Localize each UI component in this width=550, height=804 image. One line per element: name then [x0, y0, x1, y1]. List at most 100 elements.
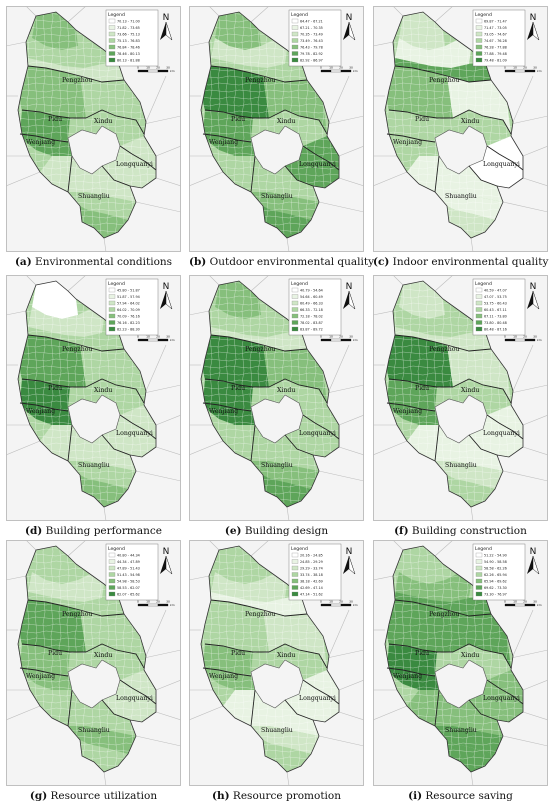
zone-south-3	[447, 740, 495, 772]
legend-swatch	[291, 585, 299, 590]
panel-caption-h: (h) Resource promotion	[189, 790, 364, 802]
legend-range: 40.79 - 54.64	[300, 288, 323, 292]
scale-label: 0	[320, 600, 322, 604]
zone-north-2	[28, 38, 104, 68]
place-label-pidu: Pidu	[231, 385, 245, 392]
legend-swatch	[108, 44, 116, 50]
scale-label: 20	[523, 66, 527, 70]
legend-range: 78.46 - 80.13	[117, 52, 140, 56]
legend-range: 33.74 - 38.18	[300, 573, 323, 577]
north-label: N	[346, 13, 353, 23]
legend-swatch	[475, 287, 483, 293]
scale-label: 0	[504, 600, 506, 604]
legend-title: Legend	[475, 281, 492, 287]
map-panel-h: Pengzhou Pidu Xindu Wenjiang Longquanyi Shuan…	[189, 540, 364, 802]
caption-text: Outdoor environmental quality	[206, 256, 375, 268]
zone-west-2	[387, 644, 439, 690]
legend-range: 72.18 - 78.02	[300, 314, 323, 318]
legend-range: 80.13 - 81.88	[117, 58, 140, 62]
place-label-longquanyi: Longquanyi	[483, 161, 520, 168]
legend-swatch	[475, 294, 483, 299]
panel-caption-d: (d) Building performance	[6, 525, 181, 537]
zone-south-2	[251, 726, 319, 754]
place-label-pidu: Pidu	[231, 650, 245, 657]
legend-swatch	[108, 31, 116, 37]
legend-range: 20.16 - 24.85	[300, 553, 323, 557]
legend-swatch	[291, 57, 299, 63]
scale-unit: km	[170, 603, 175, 607]
panel-caption-f: (f) Building construction	[373, 525, 548, 537]
legend-swatch	[291, 565, 299, 571]
north-label: N	[530, 547, 537, 557]
legend-range: 69.62 - 73.30	[484, 586, 507, 590]
legend-swatch	[108, 300, 116, 306]
zone-north-2	[28, 307, 104, 337]
legend-swatch	[291, 326, 299, 332]
legend-range: 76.43 - 79.78	[300, 45, 323, 49]
scale-label: 0	[137, 335, 139, 339]
place-label-wenjiang: Wenjiang	[26, 139, 55, 146]
legend-range: 71.82 - 73.65	[117, 26, 140, 30]
place-label-pengzhou: Pengzhou	[62, 77, 92, 84]
legend-range: 73.05 - 74.67	[484, 32, 507, 36]
scale-label: 30	[349, 335, 353, 339]
place-label-longquanyi: Longquanyi	[116, 161, 153, 168]
legend-swatch	[291, 320, 299, 325]
choropleth-map-h: Pengzhou Pidu Xindu Wenjiang Longquanyi Shuan…	[189, 540, 364, 786]
place-label-xindu: Xindu	[461, 387, 479, 394]
panel-caption-e: (e) Building design	[189, 525, 364, 537]
zone-north-1	[32, 281, 78, 319]
zone-south-3	[447, 475, 495, 507]
place-label-longquanyi: Longquanyi	[116, 430, 153, 437]
scale-unit: km	[353, 338, 358, 342]
map-panel-f: Pengzhou Pidu Xindu Wenjiang Longquanyi Shuan…	[373, 275, 548, 537]
legend-range: 75.13 - 76.83	[117, 39, 140, 43]
legend-title: Legend	[291, 281, 308, 287]
legend-range: 73.66 - 75.13	[117, 32, 140, 36]
legend-swatch	[291, 25, 299, 30]
zone-south-3	[80, 740, 128, 772]
zone-south-2	[251, 461, 319, 489]
caption-text: Building design	[241, 525, 329, 537]
zone-south-2	[435, 726, 503, 754]
place-label-wenjiang: Wenjiang	[26, 673, 55, 680]
choropleth-map-f: Pengzhou Pidu Xindu Wenjiang Longquanyi Shuan…	[373, 275, 548, 521]
zone-east-1	[80, 76, 144, 134]
legend-swatch	[475, 565, 483, 571]
choropleth-map-g: Pengzhou Pidu Xindu Wenjiang Longquanyi Shuan…	[6, 540, 181, 786]
caption-text: Building performance	[42, 525, 162, 537]
legend-range: 47.07 - 53.75	[484, 295, 507, 299]
zone-south-2	[68, 461, 136, 489]
legend-range: 79.78 - 82.92	[300, 52, 323, 56]
panel-caption-i: (i) Resource saving	[373, 790, 548, 802]
scale-unit: km	[537, 338, 542, 342]
north-label: N	[163, 547, 170, 557]
legend-swatch	[291, 287, 299, 293]
scale-label: 20	[339, 335, 343, 339]
zone-north-2	[211, 572, 287, 602]
scale-label: 30	[349, 66, 353, 70]
map-panel-i: Pengzhou Pidu Xindu Wenjiang Longquanyi Shuan…	[373, 540, 548, 802]
zone-west-2	[203, 110, 255, 156]
legend-range: 65.94 - 69.62	[484, 579, 507, 583]
scale-unit: km	[353, 603, 358, 607]
zone-south-2	[435, 461, 503, 489]
zone-north-1	[399, 281, 445, 319]
scale-label: 20	[339, 600, 343, 604]
place-label-shuangliu: Shuangliu	[78, 462, 110, 469]
place-label-longquanyi: Longquanyi	[483, 430, 520, 437]
north-label: N	[163, 282, 170, 292]
zone-east-2	[285, 405, 339, 457]
scale-label: 30	[166, 66, 170, 70]
zone-south-3	[263, 206, 311, 238]
zone-east-2	[469, 405, 523, 457]
legend-swatch	[475, 25, 483, 30]
caption-text: Building construction	[408, 525, 527, 537]
